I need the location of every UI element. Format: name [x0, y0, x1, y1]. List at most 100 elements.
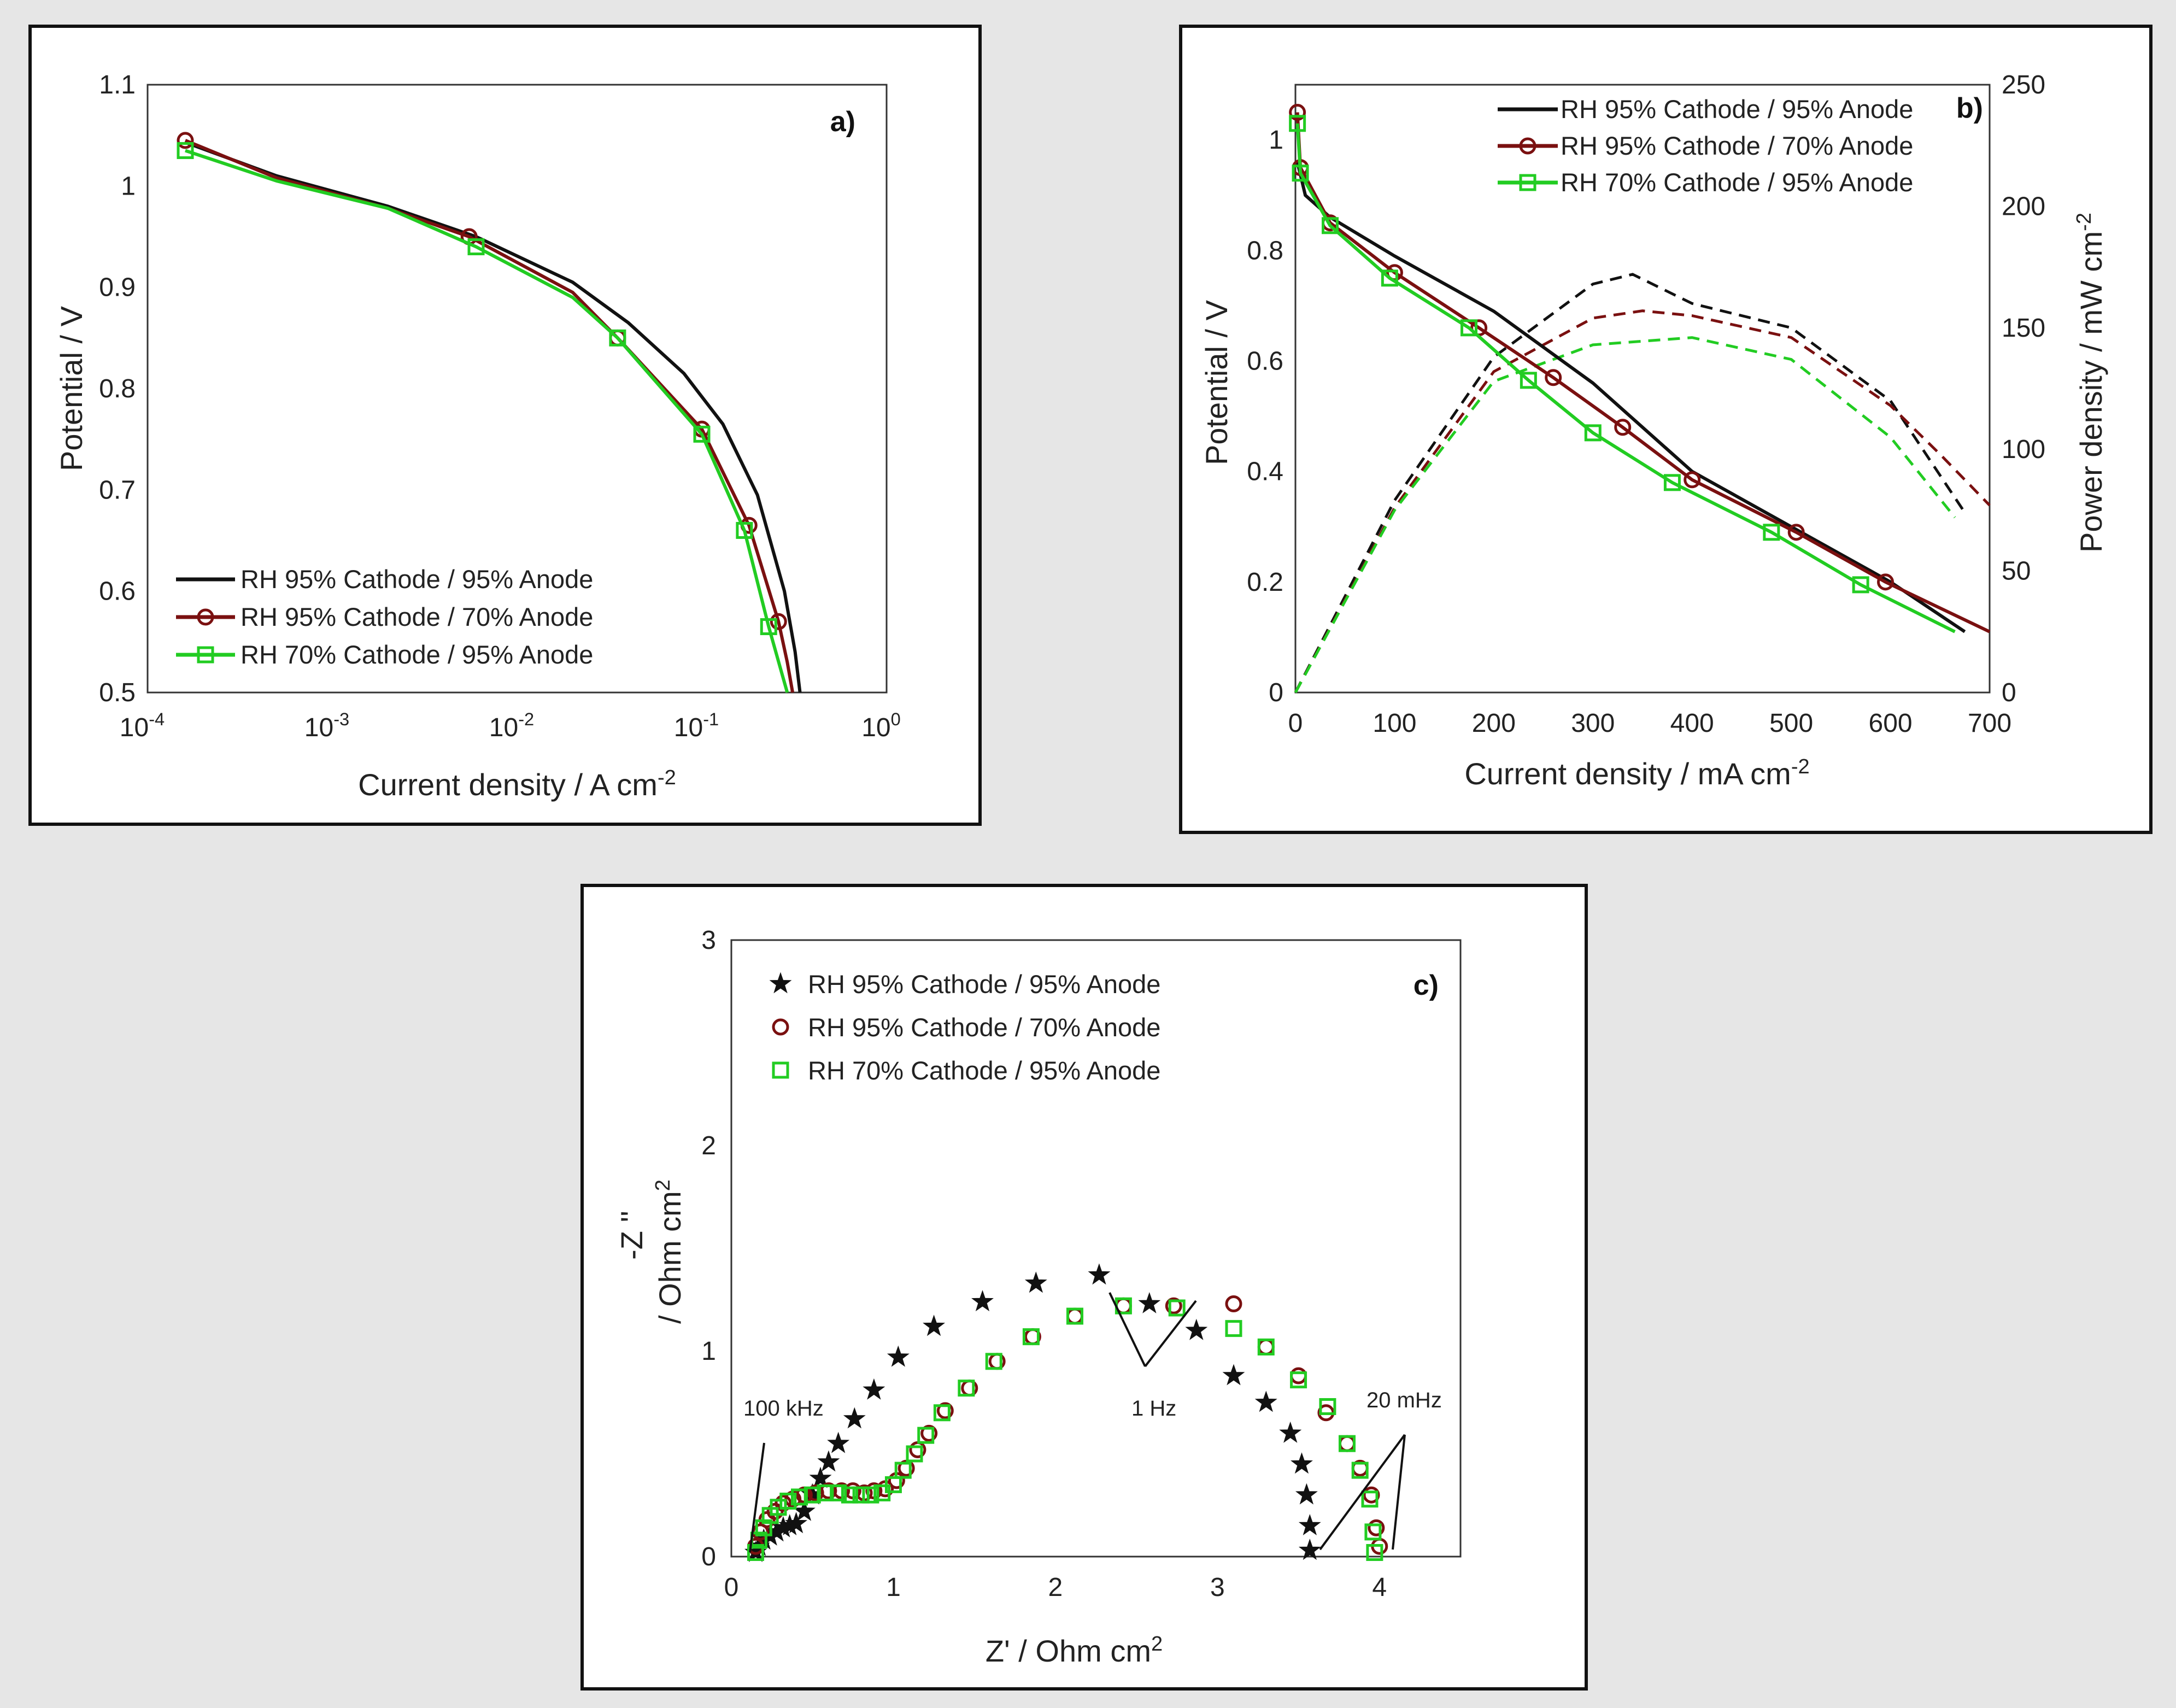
y-right-tick-label: 100 — [2002, 435, 2045, 464]
x-axis-label-a-exp: -2 — [658, 766, 676, 789]
data-marker-b-1 — [1787, 524, 1805, 541]
data-marker-c-0 — [817, 1450, 840, 1472]
data-marker-c-2 — [1066, 1307, 1083, 1325]
data-marker-c-0 — [1185, 1318, 1208, 1340]
data-marker-c-2 — [841, 1486, 858, 1504]
data-marker-c-1 — [775, 1494, 792, 1512]
x-tick-label-exp: -3 — [333, 709, 349, 729]
y-tick-label: 0.7 — [99, 476, 136, 504]
data-marker-b-2 — [1852, 576, 1869, 594]
legend-marker-c-2 — [772, 1061, 789, 1079]
x-tick-label: 4 — [1372, 1573, 1387, 1602]
x-axis-label-a-base: Current density / A cm — [358, 767, 658, 802]
data-marker-c-2 — [1290, 1371, 1307, 1389]
x-tick-label: 0 — [1288, 709, 1303, 738]
legend-marker-c-0 — [769, 972, 792, 994]
data-marker-c-2 — [894, 1462, 912, 1479]
annotation-100khz: 100 kHz — [743, 1396, 824, 1421]
y-tick-label: 0.4 — [1247, 457, 1283, 486]
data-marker-a-2 — [736, 521, 753, 539]
data-marker-c-0 — [923, 1314, 946, 1336]
data-marker-c-2 — [1338, 1435, 1356, 1452]
y-tick-label: 1.1 — [99, 71, 136, 99]
data-marker-b-2 — [1289, 115, 1306, 132]
x-tick-label-base: 10 — [304, 713, 333, 742]
legend-label-b-2: RH 70% Cathode / 95% Anode — [1561, 168, 1913, 197]
y-right-tick-label: 150 — [2002, 314, 2045, 343]
y-tick-label: 1 — [701, 1337, 716, 1366]
panel-label-a: a) — [830, 106, 855, 138]
y-tick-label: 0.8 — [99, 374, 136, 403]
data-marker-c-2 — [1364, 1523, 1382, 1541]
y-tick-label: 0.6 — [99, 577, 136, 606]
data-marker-c-0 — [1254, 1390, 1277, 1412]
data-marker-c-0 — [785, 1512, 808, 1534]
data-marker-b-1 — [1614, 419, 1632, 436]
data-marker-c-2 — [884, 1476, 902, 1493]
y-right-tick-label: 250 — [2002, 71, 2045, 99]
legend-label-c-1: RH 95% Cathode / 70% Anode — [808, 1013, 1160, 1042]
data-marker-c-2 — [906, 1445, 923, 1463]
x-tick-label: 10-4 — [120, 709, 165, 742]
annotation-leader-line — [1108, 1292, 1146, 1367]
data-marker-b-1 — [1545, 369, 1562, 386]
y-right-tick-label: 0 — [2002, 678, 2016, 707]
data-marker-c-0 — [971, 1290, 994, 1312]
data-marker-b-2 — [1520, 372, 1537, 389]
y-axis-label-b: Potential / V — [1199, 300, 1234, 465]
data-marker-c-0 — [1088, 1263, 1111, 1285]
data-marker-a-2 — [177, 142, 194, 159]
data-marker-b-2 — [1584, 424, 1602, 442]
data-marker-c-1 — [920, 1424, 938, 1442]
annotation-leader-line — [1144, 1300, 1197, 1367]
data-marker-c-0 — [1291, 1452, 1313, 1474]
y-right-tick-label: 50 — [2002, 557, 2031, 586]
y-tick-label: 3 — [701, 926, 716, 955]
y-tick-label: 2 — [701, 1131, 716, 1160]
x-tick-label-exp: -1 — [703, 709, 719, 729]
series-line-a-0 — [184, 140, 802, 693]
legend-marker-a-2 — [197, 646, 214, 664]
panel-label-b: b) — [1956, 92, 1983, 124]
data-marker-c-2 — [747, 1543, 764, 1561]
annotation-leader-line — [749, 1442, 765, 1553]
data-marker-c-2 — [1319, 1398, 1336, 1416]
legend-label-a-0: RH 95% Cathode / 95% Anode — [241, 565, 593, 594]
x-tick-label: 300 — [1571, 709, 1615, 738]
data-marker-c-2 — [917, 1427, 935, 1444]
panel-label-c: c) — [1413, 970, 1439, 1001]
x-axis-label-b: Current density / mA cm-2 — [1464, 755, 1809, 791]
legend-marker-b-1 — [1519, 137, 1536, 155]
x-tick-label: 200 — [1472, 709, 1516, 738]
x-tick-label: 100 — [1373, 709, 1416, 738]
x-tick-label: 2 — [1048, 1573, 1063, 1602]
data-marker-c-2 — [1168, 1299, 1186, 1317]
plot-box-a — [146, 84, 888, 694]
y-axis-label-c-line2-base: / Ohm cm — [653, 1191, 687, 1324]
y-axis-label-c-line2-exp: 2 — [652, 1179, 674, 1191]
y-right-axis-label-b-base: Power density / mW cm — [2074, 231, 2108, 553]
x-tick-label: 10-3 — [304, 709, 349, 742]
data-marker-a-2 — [693, 425, 711, 443]
data-marker-b-1 — [1877, 573, 1894, 591]
data-marker-c-0 — [1298, 1539, 1321, 1560]
legend-label-c-2: RH 70% Cathode / 95% Anode — [808, 1056, 1160, 1085]
x-axis-label-b-base: Current density / mA cm — [1464, 756, 1791, 791]
y-tick-label: 1 — [121, 172, 136, 201]
x-tick-label-base: 10 — [489, 713, 518, 742]
data-marker-c-2 — [852, 1486, 870, 1504]
y-right-axis-label-b: Power density / mW cm-2 — [2073, 213, 2108, 553]
data-marker-c-2 — [1022, 1328, 1040, 1346]
data-marker-c-2 — [1361, 1490, 1379, 1508]
data-marker-c-2 — [1351, 1462, 1369, 1479]
data-marker-c-2 — [1366, 1543, 1383, 1561]
series-line-b-1 — [1295, 112, 1991, 633]
y-tick-label: 0.8 — [1247, 236, 1283, 265]
panel-a: 0.50.60.70.80.911.110-4 10-3 10-2 10-1 100Cu… — [54, 71, 901, 802]
panel-b: 0 0.2 0.4 0.6 0.8 1 0 50 100 150 200 250 0 100 200 300 4… — [1199, 71, 2108, 791]
data-marker-c-2 — [830, 1484, 847, 1501]
y-tick-label: 0 — [701, 1542, 716, 1571]
legend-marker-a-1 — [197, 608, 214, 626]
legend-label-b-1: RH 95% Cathode / 70% Anode — [1561, 131, 1913, 160]
data-marker-c-0 — [1279, 1421, 1302, 1443]
